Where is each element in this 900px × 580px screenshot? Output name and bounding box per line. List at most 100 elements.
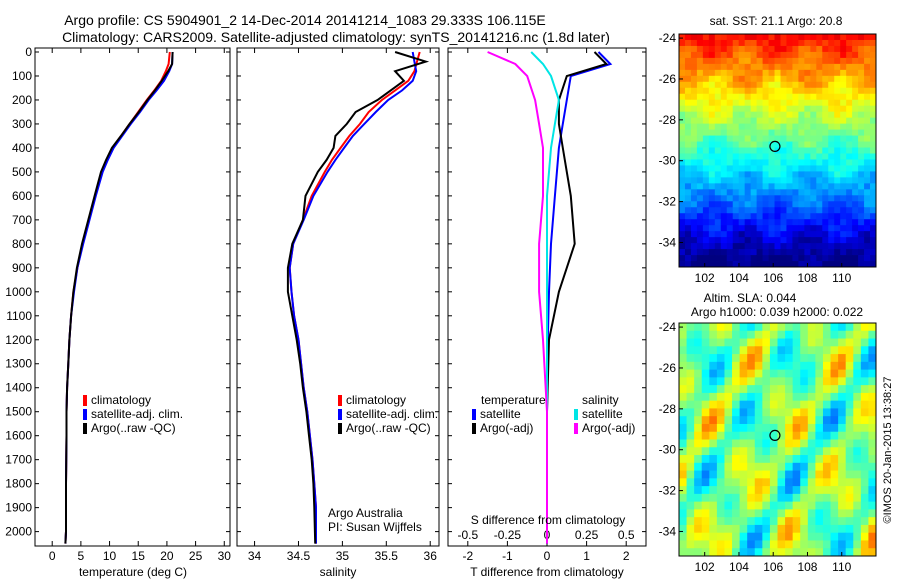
heatmap-cell [714, 81, 722, 89]
heatmap-cell [792, 141, 799, 148]
heatmap-cell [800, 416, 809, 425]
heatmap-cell [858, 105, 865, 113]
heatmap-cell [714, 159, 722, 166]
heatmap-cell [838, 532, 847, 541]
heatmap-cell [708, 219, 716, 226]
heatmap-cell [696, 177, 704, 184]
heatmap-cell [822, 361, 831, 370]
heatmap-cell [792, 135, 799, 142]
heatmap-cell [774, 93, 781, 101]
heatmap-cell [840, 81, 847, 89]
heatmap-cell [716, 455, 725, 464]
heatmap-cell [739, 385, 748, 394]
heatmap-cell [702, 237, 710, 244]
heatmap-cell [816, 231, 823, 238]
heatmap-cell [708, 135, 716, 142]
heatmap-cell [845, 330, 854, 339]
heatmap-cell [858, 57, 865, 65]
heatmap-cell [785, 431, 794, 440]
series-line [546, 51, 613, 544]
heatmap-cell [732, 147, 740, 154]
heatmap-cell [853, 408, 862, 417]
heatmap-cell [858, 201, 865, 208]
heatmap-cell [834, 117, 841, 125]
heatmap-cell [724, 455, 733, 464]
heatmap-cell [860, 323, 869, 332]
heatmap-cell [714, 261, 722, 268]
heatmap-cell [807, 431, 816, 440]
heatmap-cell [780, 213, 787, 220]
heatmap-cell [792, 548, 801, 557]
heatmap-cell [852, 39, 859, 47]
heatmap-cell [845, 462, 854, 471]
heatmap-cell [858, 129, 865, 136]
heatmap-cell [684, 39, 692, 47]
heatmap-cell [786, 69, 793, 77]
heatmap-cell [816, 183, 823, 190]
y-tick-label: 500 [12, 165, 32, 179]
heatmap-cell [724, 501, 733, 510]
heatmap-cell [858, 75, 865, 83]
heatmap-cell [738, 189, 746, 196]
heatmap-cell [724, 486, 733, 495]
heatmap-cell [726, 34, 734, 41]
heatmap-cell [810, 159, 817, 166]
heatmap-cell [834, 225, 841, 232]
heatmap-cell [815, 323, 824, 332]
heatmap-cell [810, 69, 817, 77]
heatmap-cell [780, 201, 787, 208]
heatmap-cell [694, 392, 703, 402]
heatmap-cell [852, 195, 859, 202]
heatmap-cell [732, 63, 740, 71]
heatmap-cell [838, 377, 847, 386]
heatmap-cell [756, 147, 763, 154]
heatmap-cell [694, 354, 703, 363]
heatmap-cell [701, 346, 710, 355]
heatmap-cell [822, 51, 829, 59]
heatmap-cell [724, 338, 733, 347]
heatmap-cell [690, 159, 698, 166]
heatmap-cell [786, 249, 793, 256]
heatmap-cell [684, 201, 692, 208]
x-tick-label: 106 [763, 560, 783, 574]
heatmap-cell [701, 416, 710, 425]
heatmap-cell [750, 165, 758, 172]
heatmap-cell [739, 524, 748, 534]
heatmap-cell [686, 323, 695, 332]
salinity-axes-frame [236, 47, 440, 547]
heatmap-cell [684, 105, 692, 113]
heatmap-cell [686, 346, 695, 355]
heatmap-cell [834, 123, 841, 130]
heatmap-cell [870, 141, 877, 148]
heatmap-cell [701, 408, 710, 417]
x-tick-label: 102 [695, 560, 715, 574]
heatmap-cell [830, 509, 839, 518]
heatmap-cell [780, 75, 787, 83]
heatmap-cell [744, 39, 752, 47]
heatmap-cell [868, 455, 877, 464]
heatmap-cell [858, 237, 865, 244]
heatmap-cell [858, 123, 865, 130]
heatmap-cell [807, 540, 816, 549]
heatmap-cell [708, 189, 716, 196]
heatmap-cell [822, 249, 829, 256]
heatmap-cell [838, 385, 847, 394]
x-tick-label: 2 [623, 549, 630, 563]
heatmap-cell [822, 478, 831, 487]
heatmap-cell [747, 423, 756, 433]
heatmap-cell [830, 431, 839, 440]
heatmap-cell [774, 45, 781, 53]
heatmap-cell [679, 177, 686, 184]
heatmap-cell [777, 462, 786, 471]
heatmap-cell [807, 377, 816, 386]
heatmap-cell [834, 255, 841, 262]
heatmap-cell [792, 249, 799, 256]
heatmap-cell [679, 493, 687, 503]
heatmap-cell [816, 177, 823, 184]
heatmap-cell [777, 354, 786, 363]
heatmap-cell [846, 123, 853, 130]
heatmap-cell [768, 189, 775, 196]
heatmap-cell [768, 243, 775, 250]
heatmap-cell [786, 135, 793, 142]
heatmap-cell [870, 123, 877, 130]
